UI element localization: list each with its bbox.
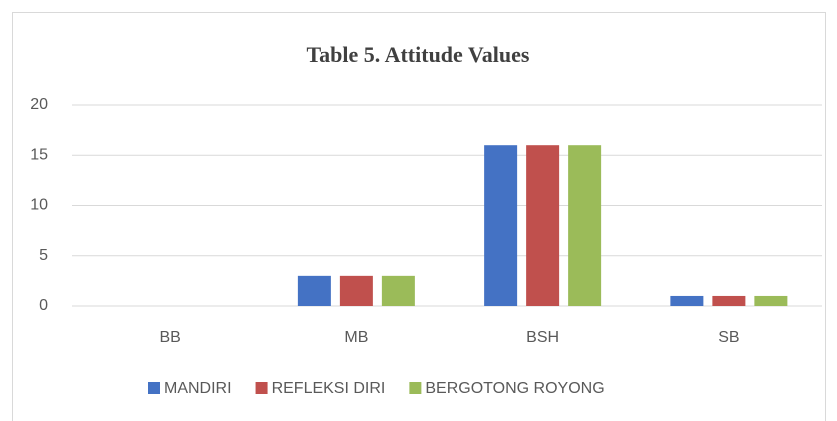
x-tick-label: BB: [159, 329, 180, 346]
x-tick-label: SB: [718, 329, 739, 346]
x-tick-label: MB: [344, 329, 368, 346]
legend-swatch: [409, 382, 422, 394]
y-tick-label: 5: [39, 247, 48, 264]
legend-label: REFLEKSI DIRI: [272, 380, 386, 397]
bar: [712, 295, 746, 306]
bar: [381, 275, 415, 306]
y-tick-label: 0: [39, 297, 48, 314]
chart-frame: [12, 12, 826, 421]
bar: [297, 275, 331, 306]
legend-swatch: [148, 382, 160, 394]
y-tick-label: 15: [30, 146, 48, 163]
bar: [754, 295, 788, 306]
y-tick-label: 20: [30, 96, 48, 113]
y-tick-label: 10: [30, 197, 48, 214]
bar: [568, 145, 602, 306]
bar: [339, 275, 373, 306]
legend-swatch: [255, 382, 268, 394]
bar: [670, 295, 704, 306]
legend-label: BERGOTONG ROYONG: [425, 380, 604, 397]
chart-title: Table 5. Attitude Values: [307, 42, 530, 67]
bar: [526, 145, 560, 306]
legend-label: MANDIRI: [164, 380, 232, 397]
x-tick-label: BSH: [526, 329, 559, 346]
bar: [484, 145, 518, 306]
